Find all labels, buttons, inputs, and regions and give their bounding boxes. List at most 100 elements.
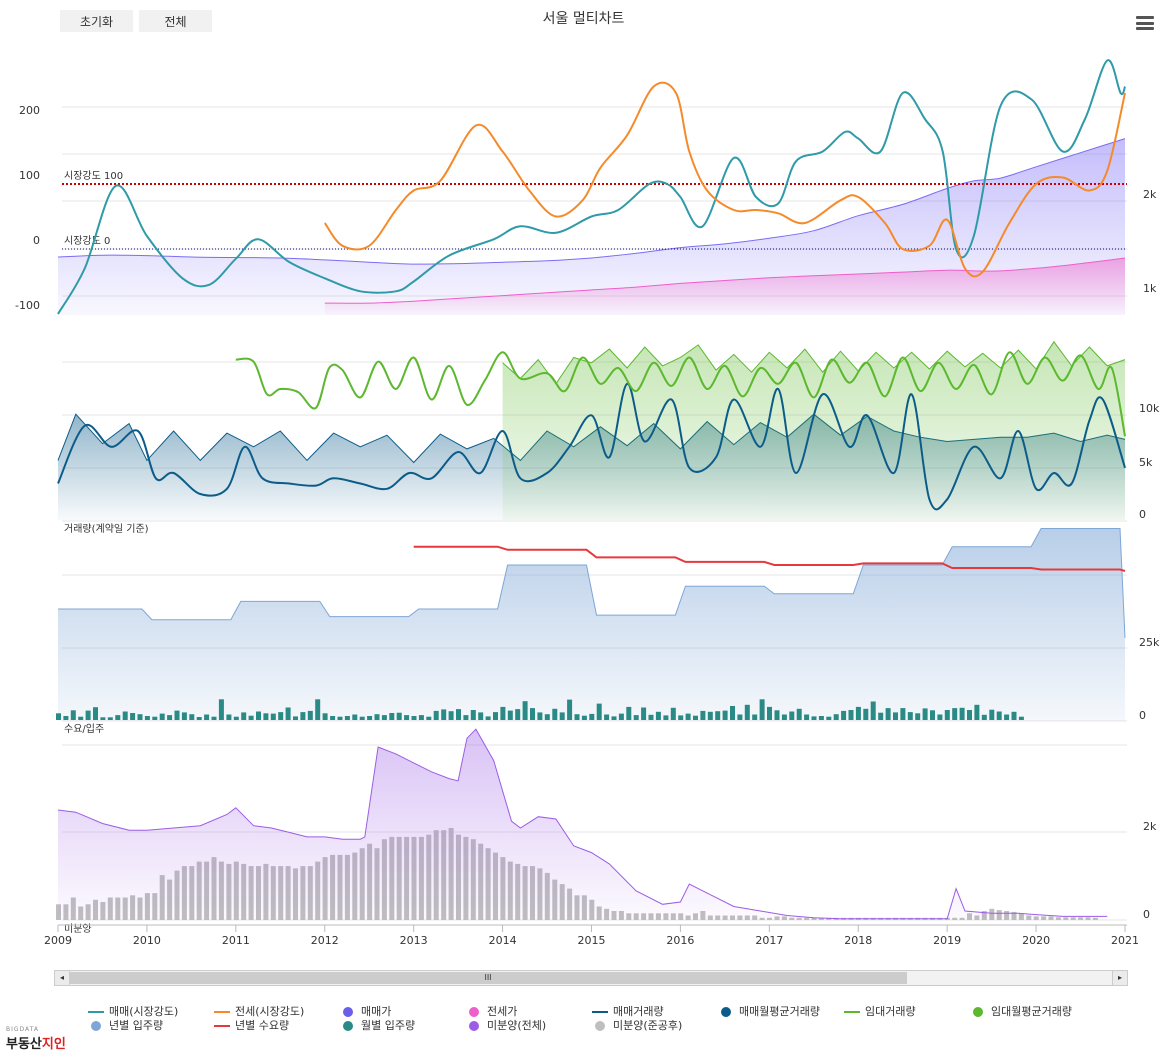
x-tick-label: 2018 bbox=[844, 934, 872, 947]
column-bar bbox=[448, 711, 454, 720]
area-미분양(전체) bbox=[58, 729, 1108, 920]
series-line-미분양(전체) bbox=[57, 728, 1108, 920]
column-bar bbox=[367, 716, 373, 720]
column-bar bbox=[374, 714, 380, 720]
column-bar bbox=[641, 707, 647, 720]
navigator-scrollbar[interactable]: ◂ III ▸ bbox=[54, 970, 1128, 986]
plot-line-label: 시장강도 0 bbox=[64, 235, 110, 247]
column-bar bbox=[478, 712, 484, 720]
column-bar bbox=[493, 712, 498, 720]
column-bar bbox=[174, 710, 180, 720]
reset-button[interactable]: 초기화 bbox=[60, 10, 133, 32]
y-tick-label: 5k bbox=[1139, 456, 1153, 469]
legend-item[interactable]: 전세가 bbox=[466, 1004, 517, 1019]
multi-chart[interactable]: 200 100 0 -100 2k 1k 시장강도 100 시장강도 0 10k 5k 0 거래량(계… bbox=[0, 0, 1167, 1000]
legend-item[interactable]: 년별 입주량 bbox=[88, 1018, 163, 1033]
column-bar bbox=[337, 716, 343, 720]
column-bar bbox=[463, 715, 469, 720]
column-bar bbox=[404, 715, 410, 720]
column-bar bbox=[93, 707, 98, 720]
legend-item[interactable]: 임대거래량 bbox=[844, 1004, 916, 1019]
series-line-전세(시장강도) bbox=[323, 81, 1126, 278]
column-bar bbox=[396, 712, 402, 720]
legend-item[interactable]: 매매거래량 bbox=[592, 1004, 664, 1019]
column-bar bbox=[307, 710, 313, 720]
chart-legend: 매매(시장강도) 전세(시장강도) 매매가 전세가 매매거래량 매매월평균거래량 임대거래량… bbox=[88, 1004, 1148, 1038]
legend-line-icon bbox=[88, 1011, 104, 1013]
area-전세가 bbox=[324, 258, 1125, 315]
column-bar bbox=[567, 699, 573, 720]
column-bar bbox=[833, 714, 839, 720]
legend-item[interactable]: 전세(시장강도) bbox=[214, 1004, 304, 1019]
column-bar bbox=[1011, 711, 1017, 720]
x-tick-label: 2017 bbox=[755, 934, 783, 947]
legend-item[interactable]: 임대월평균거래량 bbox=[970, 1004, 1072, 1019]
legend-line-icon bbox=[214, 1011, 230, 1013]
scroll-right-arrow-icon[interactable]: ▸ bbox=[1112, 971, 1127, 985]
column-bar bbox=[981, 714, 987, 720]
column-bar bbox=[937, 714, 943, 720]
hamburger-menu-icon[interactable] bbox=[1136, 16, 1154, 30]
legend-item[interactable]: 매매(시장강도) bbox=[88, 1004, 178, 1019]
x-tick-label: 2015 bbox=[578, 934, 606, 947]
legend-item[interactable]: 미분양(전체) bbox=[466, 1018, 546, 1033]
legend-item[interactable]: 매매가 bbox=[340, 1004, 391, 1019]
column-bar bbox=[893, 712, 898, 720]
column-bar bbox=[930, 710, 935, 720]
column-bar bbox=[122, 711, 128, 720]
column-bar bbox=[752, 714, 758, 720]
x-tick-label: 2019 bbox=[933, 934, 961, 947]
x-tick-label: 2011 bbox=[222, 934, 250, 947]
legend-label: 월별 입주량 bbox=[361, 1019, 416, 1032]
x-tick-label: 2021 bbox=[1111, 934, 1139, 947]
column-bar bbox=[611, 716, 617, 720]
column-bar bbox=[285, 707, 291, 720]
legend-label: 매매거래량 bbox=[613, 1005, 664, 1018]
column-bar bbox=[315, 699, 321, 720]
all-button[interactable]: 전체 bbox=[139, 10, 212, 32]
logo-tagline: BIGDATA bbox=[6, 1026, 39, 1033]
column-bar bbox=[737, 714, 743, 720]
y-tick-label: 0 bbox=[1139, 508, 1146, 521]
column-bar bbox=[596, 703, 602, 720]
column-bar bbox=[922, 708, 928, 720]
legend-dot-icon bbox=[469, 1021, 479, 1031]
column-bar bbox=[885, 708, 891, 720]
column-bar bbox=[722, 710, 728, 720]
x-tick-label: 2016 bbox=[666, 934, 694, 947]
y-tick-label: 25k bbox=[1139, 636, 1160, 649]
column-bar bbox=[907, 712, 913, 720]
scroll-left-arrow-icon[interactable]: ◂ bbox=[55, 971, 70, 985]
column-bar bbox=[56, 713, 61, 720]
legend-item[interactable]: 년별 수요량 bbox=[214, 1018, 289, 1033]
column-bar bbox=[441, 709, 447, 720]
column-bar bbox=[633, 715, 639, 720]
column-bar bbox=[537, 712, 543, 720]
column-bar bbox=[522, 701, 528, 720]
scroll-thumb[interactable]: III bbox=[69, 972, 907, 984]
legend-line-icon bbox=[214, 1025, 230, 1027]
legend-dot-icon bbox=[973, 1007, 983, 1017]
column-bar bbox=[241, 712, 247, 720]
column-bar bbox=[263, 713, 269, 720]
y-tick-label: 200 bbox=[19, 104, 40, 117]
column-bar bbox=[744, 704, 750, 720]
column-bar bbox=[974, 704, 980, 720]
legend-item[interactable]: 매매월평균거래량 bbox=[718, 1004, 820, 1019]
legend-label: 매매월평균거래량 bbox=[739, 1005, 820, 1018]
legend-item[interactable]: 월별 입주량 bbox=[340, 1018, 415, 1033]
legend-label: 년별 입주량 bbox=[109, 1019, 164, 1032]
column-bar bbox=[226, 714, 232, 720]
column-bar bbox=[181, 712, 187, 720]
x-tick-label: 2020 bbox=[1022, 934, 1050, 947]
column-bar bbox=[952, 708, 958, 720]
y-tick-label: 0 bbox=[1143, 908, 1150, 921]
column-bar bbox=[270, 713, 276, 720]
series-line-매매가 bbox=[57, 138, 1126, 265]
column-bar bbox=[781, 714, 787, 720]
series-line-임대월평균거래량 bbox=[502, 340, 1126, 385]
column-bar bbox=[818, 716, 824, 720]
column-bar bbox=[137, 714, 143, 720]
legend-item[interactable]: 미분양(준공후) bbox=[592, 1018, 682, 1033]
column-bar bbox=[730, 706, 735, 720]
